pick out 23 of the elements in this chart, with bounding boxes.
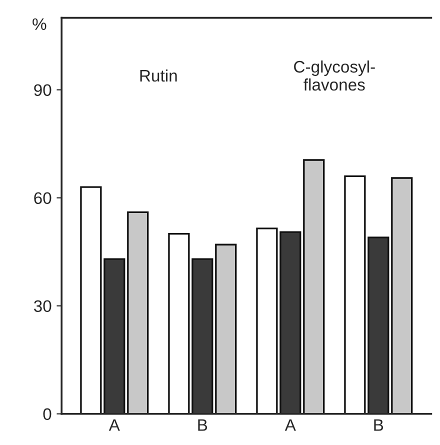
bar — [391, 177, 413, 414]
annotation: Rutin — [140, 69, 177, 82]
x-tick-label: A — [108, 419, 120, 431]
y-tick-label: 60 — [34, 192, 52, 204]
bar — [303, 159, 325, 414]
bar — [256, 228, 278, 414]
bar — [127, 211, 149, 414]
annotation: C-glycosyl- flavones — [294, 60, 375, 91]
bar — [215, 244, 237, 414]
y-tick-label: 90 — [34, 84, 52, 96]
bar — [344, 175, 366, 414]
y-tick-label: 0 — [43, 408, 52, 420]
bar — [168, 232, 190, 414]
bar — [368, 236, 390, 414]
bar — [192, 258, 214, 414]
y-tick-label: 30 — [34, 300, 52, 312]
x-tick-label: A — [284, 419, 296, 431]
bar — [280, 231, 302, 414]
bar — [104, 258, 126, 414]
x-tick-label: B — [374, 419, 384, 431]
y-axis-title: % — [32, 18, 46, 30]
bar — [80, 186, 102, 414]
x-tick-label: B — [198, 419, 208, 431]
